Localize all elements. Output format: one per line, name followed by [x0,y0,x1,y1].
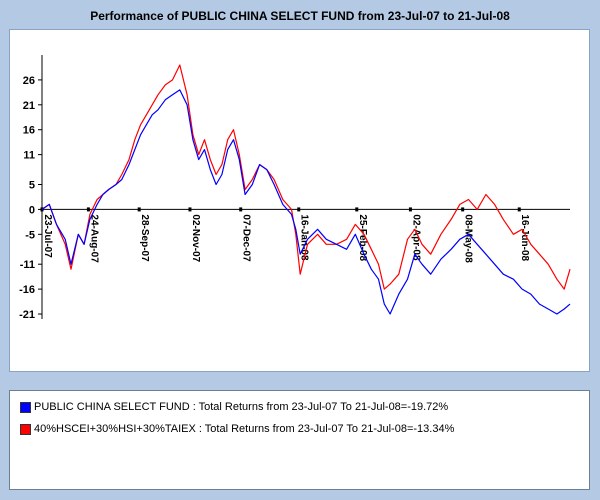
series-group [41,64,571,315]
legend-swatch-benchmark [20,423,31,435]
legend-swatch-fund [20,401,31,413]
y-tick-label: -11 [20,259,35,271]
x-tick-mark [355,207,359,212]
legend: PUBLIC CHINA SELECT FUND : Total Returns… [9,390,590,490]
x-tick-label: 02-Nov-07 [190,214,201,262]
x-tick-mark [40,207,44,212]
y-tick-label: 11 [23,150,35,162]
y-tick-label: -16 [19,284,35,296]
x-tick-label: 02-Apr-08 [410,214,421,261]
chart-title: Performance of PUBLIC CHINA SELECT FUND … [90,9,510,23]
series-line-fund [41,89,571,315]
series-line-benchmark [41,64,571,290]
y-tick-group: 26 21 16 11 5 0 -5 -11 -16 -21 [19,75,42,321]
x-tick-mark [188,207,192,212]
plot-panel [9,29,590,372]
y-tick-label: 26 [23,75,35,87]
y-tick-label: 21 [23,100,35,112]
legend-label-fund: PUBLIC CHINA SELECT FUND : Total Returns… [34,401,449,413]
chart-svg: 26 21 16 11 5 0 -5 -11 -16 -21 23-Jul-07 24-Aug-07… [19,55,571,321]
x-tick-mark [86,207,90,212]
x-tick-label: 07-Dec-07 [241,214,252,262]
x-tick-mark [517,207,521,212]
x-tick-mark [408,207,412,212]
x-tick-label: 28-Sep-07 [139,214,150,262]
x-tick-label: 08-May-08 [463,214,474,263]
x-tick-label: 16-Jun-08 [519,214,530,261]
x-tick-label: 16-Jan-08 [299,214,310,261]
x-tick-mark [297,207,301,212]
legend-label-benchmark: 40%HSCEI+30%HSI+30%TAIEX : Total Returns… [34,423,455,435]
y-tick-label: 0 [29,204,35,216]
x-tick-mark [137,207,141,212]
x-tick-label: 23-Jul-07 [42,214,53,258]
legend-item-benchmark: 40%HSCEI+30%HSI+30%TAIEX : Total Returns… [20,423,454,435]
axes [41,55,570,319]
y-tick-label: 5 [29,180,35,192]
y-tick-label: -5 [25,229,35,241]
y-tick-label: -21 [19,309,35,321]
y-tick-label: 16 [23,125,35,137]
x-tick-label: 24-Aug-07 [88,214,99,263]
x-tick-mark [239,207,243,212]
x-tick-group: 23-Jul-07 24-Aug-07 28-Sep-07 02-Nov-07 07-D… [40,207,530,263]
legend-item-fund: PUBLIC CHINA SELECT FUND : Total Returns… [20,401,448,413]
x-tick-label: 25-Feb-08 [357,214,368,261]
x-tick-mark [461,207,465,212]
